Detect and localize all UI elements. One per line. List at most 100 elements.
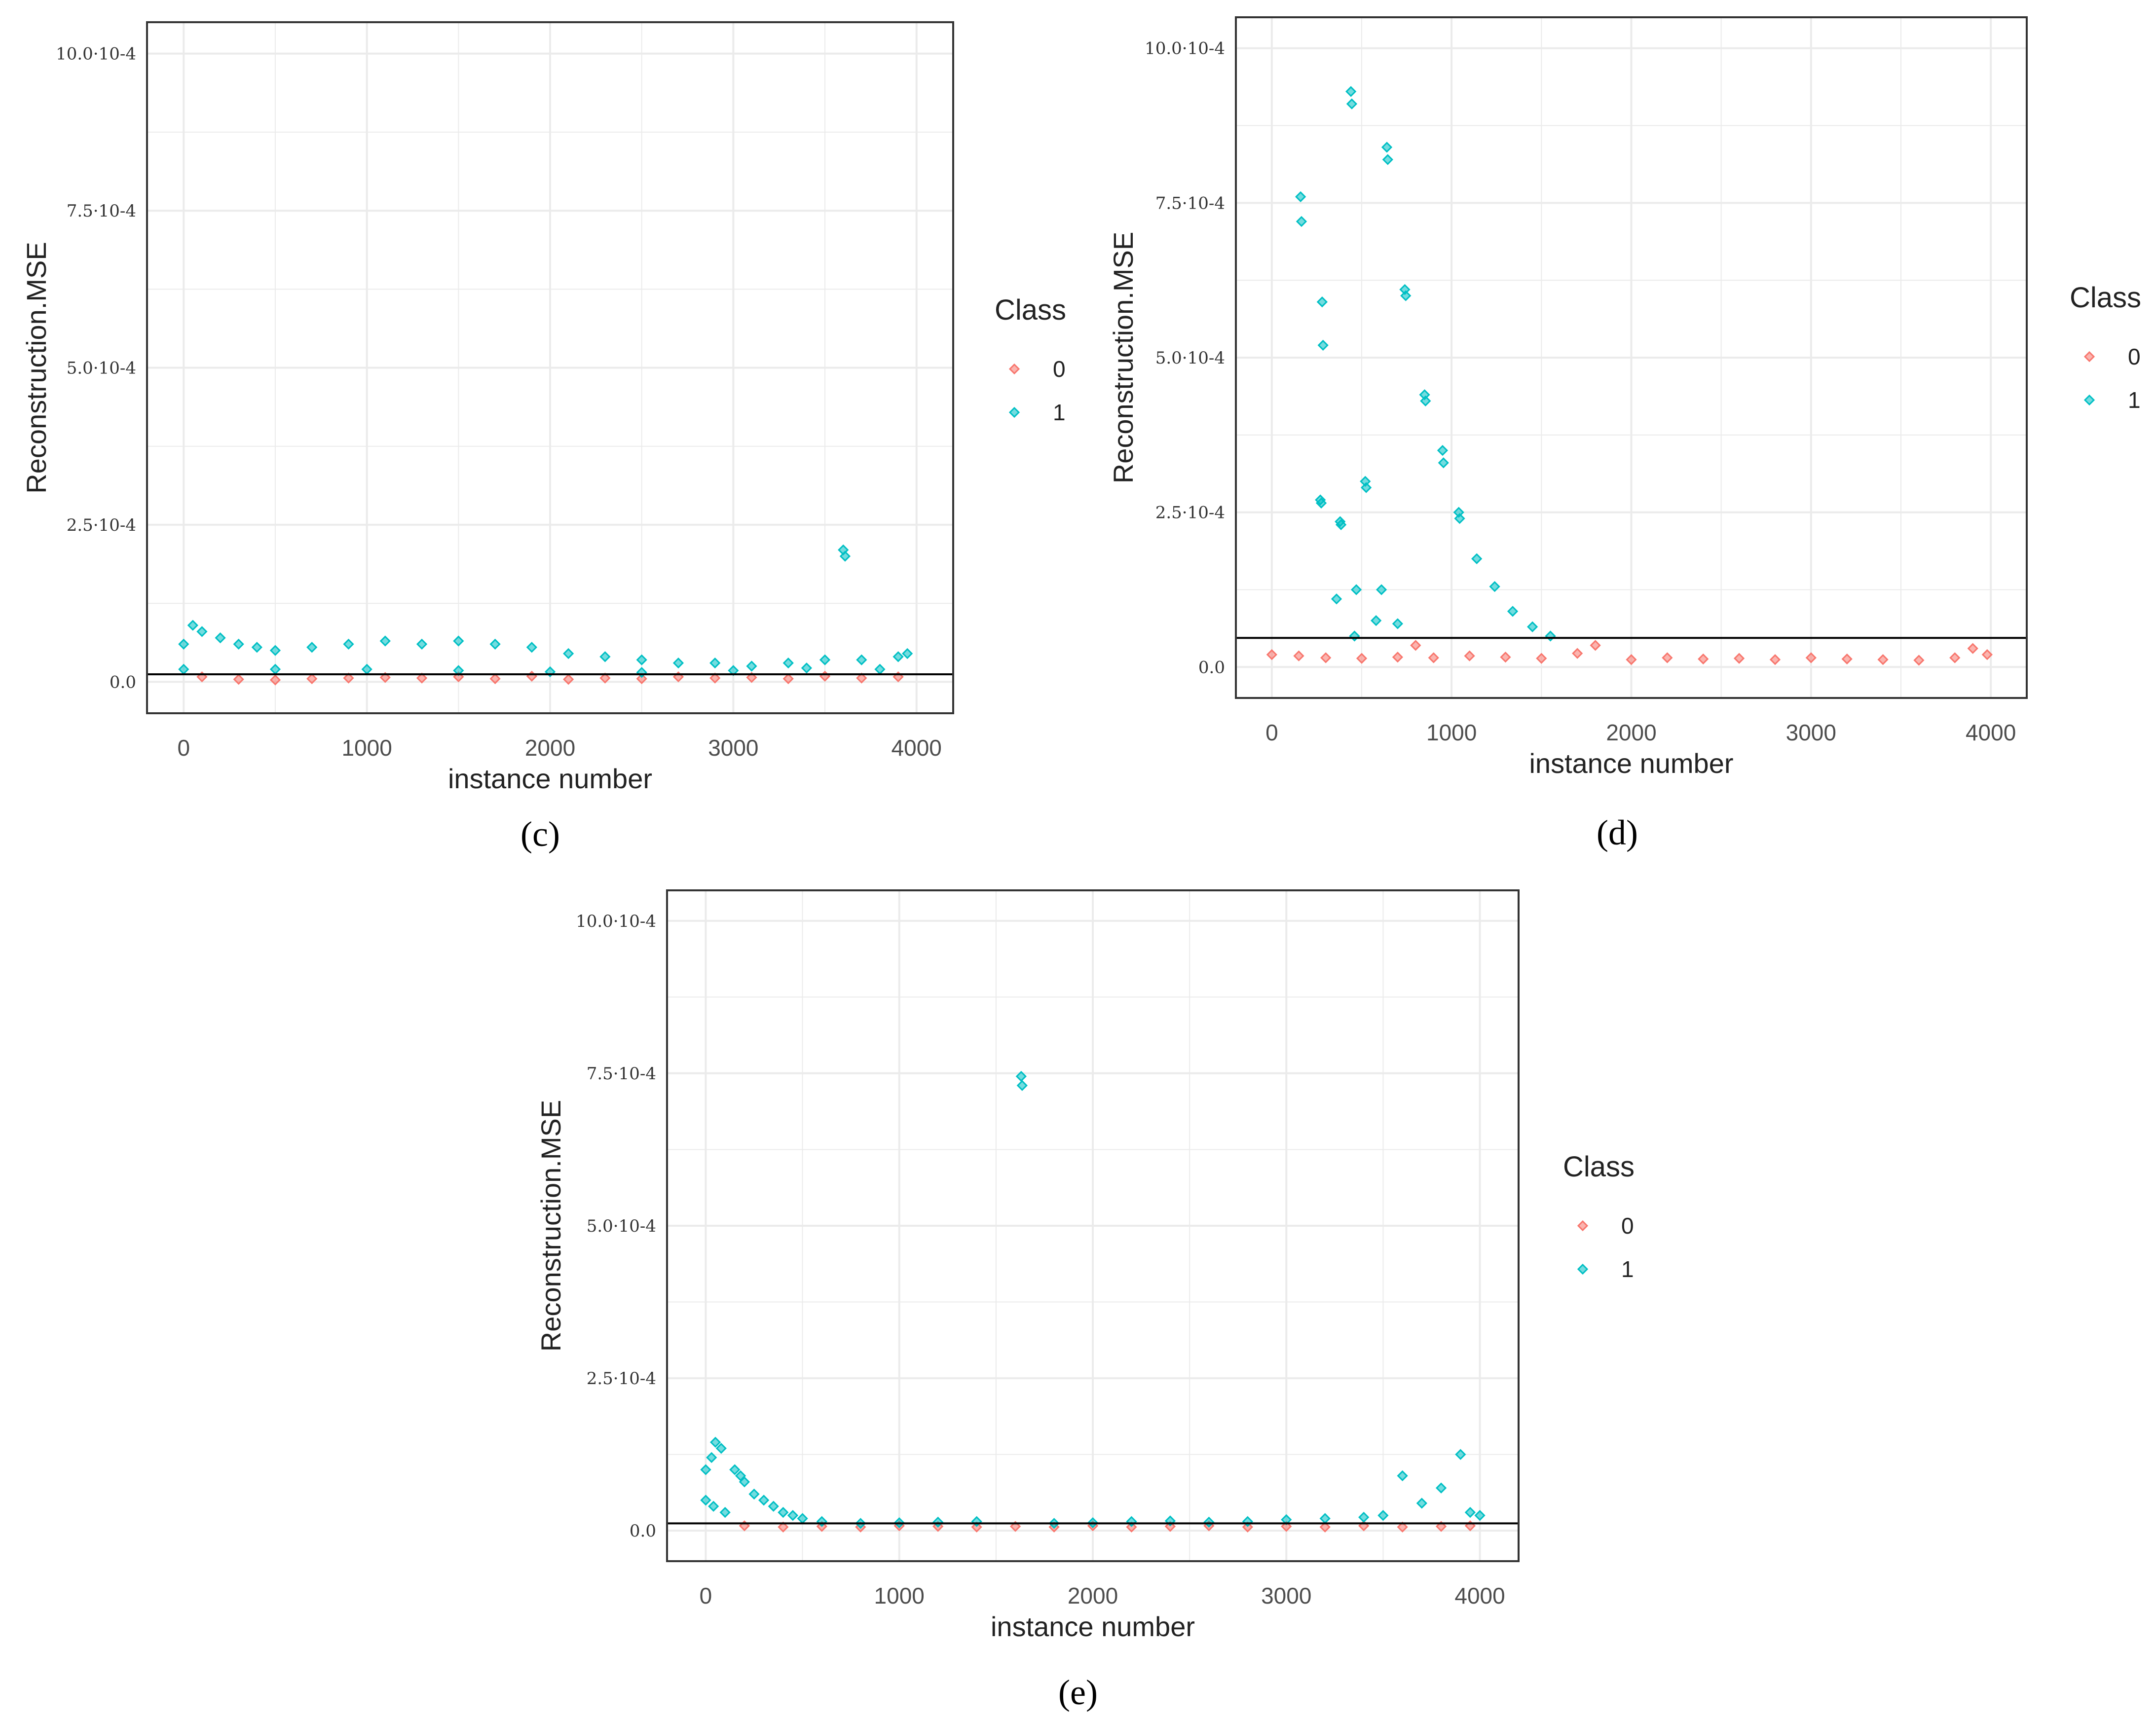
panel-d-class0-point-8 <box>1500 652 1511 663</box>
panel-d-class0-point-4 <box>1392 652 1404 663</box>
panel-c-class1-point-5 <box>251 642 262 653</box>
panel-d-legend-title: Class <box>2070 282 2141 314</box>
panel-d-class0-point-3 <box>1356 653 1368 664</box>
panel-e-x-ticks: 0 1000 2000 3000 4000 <box>700 1583 1505 1609</box>
panel-e-class1-point-10 <box>748 1488 760 1500</box>
panel-c-class1-point-7 <box>306 642 318 653</box>
panel-c-x-tick-3: 3000 <box>708 735 758 761</box>
panel-d-class1-point-5 <box>1315 497 1327 509</box>
panel-d-legend-label-1: 1 <box>2128 387 2141 413</box>
panel-c-class1-point-15 <box>599 651 611 662</box>
panel-e-class1-point-6 <box>719 1506 731 1518</box>
panel-e-class1-point-11 <box>758 1495 770 1506</box>
panel-d-y-tick-1: 2.5·10-4 <box>1155 503 1225 523</box>
panel-c-legend-key-1 <box>1008 406 1020 418</box>
panel-d-x-tick-3: 3000 <box>1786 720 1836 745</box>
panel-d-class0-point-20 <box>1913 655 1925 666</box>
panel-c-legend-key-0 <box>1008 363 1020 375</box>
panel-c-class1-point-14 <box>563 648 574 659</box>
panel-d-class0-point-11 <box>1590 640 1601 651</box>
panel-c-frame <box>146 21 954 714</box>
panel-e-class1-point-0 <box>700 1464 711 1475</box>
scatter-panel-d: 0.0 2.5·10-4 5.0·10-4 7.5·10-4 10.0·10-4… <box>1108 16 2141 852</box>
panel-d-y-axis-title: Reconstruction.MSE <box>1108 232 1139 483</box>
panel-c-class1-point-13 <box>526 642 537 653</box>
panel-d-class1-point-7 <box>1336 519 1347 530</box>
panel-c-x-tick-1: 1000 <box>341 735 392 761</box>
panel-c-class0-point-3 <box>306 673 318 685</box>
panel-e-legend-key-0 <box>1577 1220 1589 1232</box>
panel-c-x-axis-title: instance number <box>448 763 652 794</box>
panel-e-class1-point-37 <box>1464 1506 1476 1518</box>
panel-e-x-tick-0: 0 <box>700 1583 712 1609</box>
panel-d-class1-point-19 <box>1392 618 1404 629</box>
panel-d-class0-point-19 <box>1877 654 1889 665</box>
panel-c-class1-point-16 <box>636 654 647 665</box>
panel-c-class1-point-23 <box>839 550 851 562</box>
panel-d-class1-point-9 <box>1345 86 1357 97</box>
panel-d-class1-point-27 <box>1454 513 1465 524</box>
panel-e-grid <box>667 890 1519 1561</box>
panel-c-class1-point-20 <box>782 657 794 669</box>
panel-d-label: (d) <box>1597 813 1638 852</box>
panel-d-x-tick-1: 1000 <box>1426 720 1477 745</box>
panel-d-class1-point-14 <box>1361 482 1372 493</box>
panel-e-class1-point-1 <box>706 1452 717 1463</box>
panel-d-legend-key-0 <box>2083 351 2095 363</box>
panel-c-class1-point-34 <box>801 662 813 674</box>
panel-d-y-tick-0: 0.0 <box>1198 658 1225 677</box>
panel-d-class0-point-0 <box>1266 649 1277 660</box>
panel-e-class0-point-13 <box>1242 1521 1253 1533</box>
panel-e-class1-point-14 <box>787 1510 799 1521</box>
panel-d-class0-point-13 <box>1662 652 1673 663</box>
panel-e-legend-label-1: 1 <box>1621 1256 1634 1282</box>
panel-d-class1-point-10 <box>1346 98 1358 110</box>
panel-d-class1-point-21 <box>1400 290 1412 301</box>
panel-c-y-tick-2: 5.0·10-4 <box>67 359 136 378</box>
panel-d-legend-label-0: 0 <box>2128 344 2141 369</box>
panel-c-class0-point-6 <box>416 672 428 684</box>
panel-c-class1-point-26 <box>902 648 913 659</box>
panel-c-y-tick-3: 7.5·10-4 <box>67 201 136 221</box>
panel-c-class0-point-2 <box>269 674 281 686</box>
panel-c-class1-point-6 <box>269 645 281 656</box>
panel-e-class1-point-34 <box>1416 1498 1427 1509</box>
panel-d-class1-point-15 <box>1371 615 1382 626</box>
panel-e-class1-point-36 <box>1455 1449 1466 1460</box>
panel-d-class0-point-18 <box>1841 653 1853 665</box>
panel-e-class1-point-27 <box>1203 1516 1215 1528</box>
panel-d-class1-point-28 <box>1471 553 1483 564</box>
panel-c-class1-point-17 <box>672 657 684 669</box>
panel-e-class1-point-3 <box>715 1443 727 1454</box>
panel-c-grid <box>147 22 953 713</box>
panel-e-x-tick-3: 3000 <box>1261 1583 1311 1609</box>
panel-c-y-ticks: 0.0 2.5·10-4 5.0·10-4 7.5·10-4 10.0·10-4 <box>56 44 136 693</box>
panel-d-class1-point-29 <box>1489 581 1500 592</box>
panel-d-class0-point-15 <box>1733 653 1745 664</box>
panel-c-y-tick-1: 2.5·10-4 <box>67 515 136 535</box>
panel-c-class0-point-15 <box>746 672 757 683</box>
panel-e-class1-point-12 <box>768 1500 779 1512</box>
panel-d-class0-point-1 <box>1293 650 1304 661</box>
panel-e-class1-point-31 <box>1358 1511 1370 1523</box>
panel-d-class1-point-16 <box>1375 584 1387 595</box>
panel-c-class0-point-14 <box>709 672 721 684</box>
panel-c-class0-point-18 <box>856 672 867 684</box>
panel-d-class0-point-12 <box>1626 654 1637 665</box>
panel-e-y-ticks: 0.0 2.5·10-4 5.0·10-4 7.5·10-4 10.0·10-4 <box>576 912 656 1541</box>
panel-e-class1-point-7 <box>729 1464 741 1475</box>
panel-e-class1-point-16 <box>816 1516 827 1527</box>
panel-d-class0-point-9 <box>1536 653 1547 664</box>
panel-e-class0-point-15 <box>1319 1521 1331 1533</box>
panel-e-class1-point-5 <box>708 1500 719 1512</box>
panel-c-class0-point-11 <box>599 672 611 684</box>
panel-e-class1-point-22 <box>1016 1080 1028 1091</box>
panel-e-class1-point-33 <box>1397 1470 1408 1482</box>
panel-d-class1-point-1 <box>1296 216 1307 227</box>
panel-e-legend-key-1 <box>1577 1263 1589 1275</box>
panel-d-class1-point-32 <box>1545 630 1556 642</box>
scatter-panel-c: 0.0 2.5·10-4 5.0·10-4 7.5·10-4 10.0·10-4… <box>21 21 1066 854</box>
panel-d-class0-point-10 <box>1572 648 1583 659</box>
